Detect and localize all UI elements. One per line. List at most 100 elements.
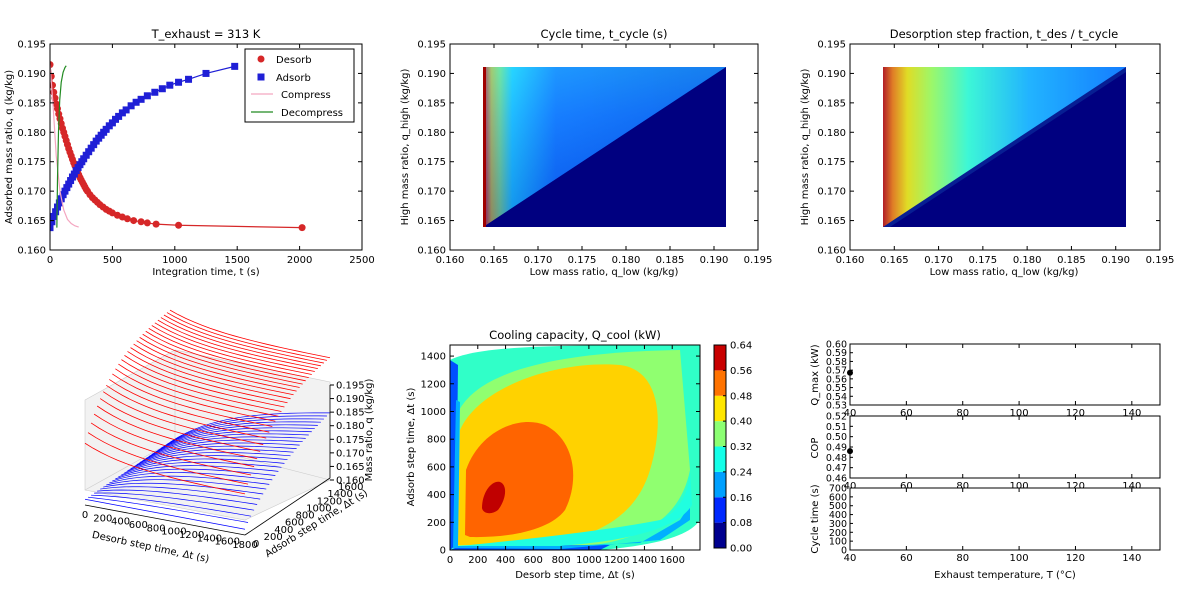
surface-desorb-line xyxy=(142,333,303,385)
panel5-ytick-label: 1000 xyxy=(421,407,446,418)
panel3-ytick-label: 0.180 xyxy=(817,128,846,139)
adsorb-point xyxy=(52,208,60,216)
panel6-ytick-label: 0 xyxy=(841,546,847,557)
series-adsorb-line xyxy=(50,65,235,228)
colorbar-band xyxy=(714,421,726,447)
panel1-xtick-label: 2500 xyxy=(349,255,374,266)
panel6-ytick-label: 700 xyxy=(829,484,847,495)
panel1-title: T_exhaust = 313 K xyxy=(151,27,261,41)
panel6-ytick-label: 500 xyxy=(829,501,847,512)
panel2-ytick-label: 0.190 xyxy=(417,69,446,80)
legend-compress-label: Compress xyxy=(281,90,331,101)
panel6-ytick-label: 0.53 xyxy=(826,401,847,412)
colorbar-tick-label: 0.56 xyxy=(730,366,752,377)
panel4-zlabel: Mass ratio, q (kg/kg) xyxy=(364,379,375,482)
panel6-ytick-label: 400 xyxy=(829,510,847,521)
colorbar-tick-label: 0.32 xyxy=(730,442,752,453)
panel4-ytick-label: 1000 xyxy=(306,503,331,514)
surface-adsorb-line xyxy=(145,436,306,459)
adsorb-point xyxy=(202,69,210,77)
panel6-xtick-label: 120 xyxy=(1066,408,1085,419)
panel6-ytick-label: 0.54 xyxy=(826,392,847,403)
panel1-ytick-label: 0.170 xyxy=(17,187,46,198)
panel2-xtick-label: 0.185 xyxy=(656,255,685,266)
surface-desorb-line xyxy=(118,363,279,417)
panel1-ticks: 0 500 1000 1500 2000 2500 0.160 0.165 0.170 0.175… xyxy=(17,40,374,267)
series-compress-line xyxy=(50,64,79,228)
surface-adsorb-line xyxy=(121,461,282,476)
panel6-data-point xyxy=(847,369,853,376)
panel-time-history: T_exhaust = 313 K 0 500 1000 1500 2000 2500 0.… xyxy=(4,27,375,278)
panel5-ytick-label: 600 xyxy=(427,462,446,473)
adsorb-point xyxy=(55,199,63,207)
panel6-ytick-label: 0.55 xyxy=(826,383,847,394)
panel2-xtick-label: 0.170 xyxy=(524,255,553,266)
panel6-ytick-label: 0.49 xyxy=(826,443,847,454)
panel4-xtick-label: 1800 xyxy=(232,540,257,551)
panel6-ytick-label: 0.60 xyxy=(826,340,847,351)
desorb-point xyxy=(152,220,160,228)
colorbar-band xyxy=(714,370,726,396)
colorbar-band xyxy=(714,446,726,472)
panel5-ytick-label: 0 xyxy=(440,546,446,557)
adsorb-point xyxy=(185,75,193,83)
panel1-ytick-label: 0.160 xyxy=(17,246,46,257)
panel6-ytick-label: 0.56 xyxy=(826,374,847,385)
panel5-xtick-label: 400 xyxy=(496,555,515,566)
surface-adsorb-line xyxy=(157,424,318,451)
panel3-xlabel: Low mass ratio, q_low (kg/kg) xyxy=(930,267,1079,278)
colorbar-tick-label: 0.08 xyxy=(730,518,752,529)
desorb-point xyxy=(175,221,183,229)
surface-desorb-line xyxy=(90,422,252,476)
panel6-xtick-label: 100 xyxy=(1010,481,1029,492)
panel6-xtick-label: 100 xyxy=(1010,408,1029,419)
surface-desorb-line xyxy=(93,413,255,467)
panel3-xtick-label: 0.170 xyxy=(924,255,953,266)
desorb-point xyxy=(130,217,138,225)
panel3-ytick-label: 0.190 xyxy=(817,69,846,80)
panel4-xtick-label: 1200 xyxy=(179,530,204,541)
panel2-ylabel: High mass ratio, q_high (kg/kg) xyxy=(400,68,411,225)
adsorb-point xyxy=(127,102,135,110)
panel-cooling-capacity: Cooling capacity, Q_cool (kW) 0 200 400 600… xyxy=(406,328,752,581)
surface-desorb-line xyxy=(112,373,273,427)
surface-adsorb-line xyxy=(163,418,324,447)
panel6-xtick-label: 120 xyxy=(1066,553,1085,564)
adsorb-point xyxy=(59,191,67,199)
surface-desorb-line xyxy=(145,330,306,382)
surface-desorb-line xyxy=(166,312,328,361)
panel3-ticks: 0.160 0.165 0.170 0.175 0.180 0.185 0.190 0.195… xyxy=(817,40,1174,267)
panel6-xtick-label: 100 xyxy=(1010,553,1029,564)
panel5-xtick-label: 600 xyxy=(524,555,543,566)
panel6-xtick-label: 40 xyxy=(844,408,857,419)
panel6-ytick-label: 300 xyxy=(829,519,847,530)
panel5-ytick-label: 200 xyxy=(427,518,446,529)
surface-desorb-line xyxy=(163,314,325,364)
panel2-xtick-label: 0.180 xyxy=(612,255,641,266)
adsorb-point xyxy=(82,151,90,159)
panel3-xtick-label: 0.175 xyxy=(969,255,998,266)
panel5-colorbar: 0.00 0.08 0.16 0.24 0.32 0.40 0.48 0.56 0.64 xyxy=(713,341,752,555)
panel1-legend: Desorb Adsorb Compress Decompress xyxy=(244,48,355,123)
panel1-xtick-label: 500 xyxy=(103,255,122,266)
surface-desorb-line xyxy=(157,319,318,370)
panel5-frame xyxy=(449,344,701,551)
surface-desorb-line xyxy=(84,442,246,495)
panel3-xtick-label: 0.160 xyxy=(836,255,865,266)
panel1-ytick-label: 0.175 xyxy=(17,157,46,168)
adsorb-point xyxy=(102,125,110,133)
panel3-ylabel: High mass ratio, q_high (kg/kg) xyxy=(800,68,811,225)
panel4-xtick-label: 600 xyxy=(129,520,148,531)
panel6-xtick-label: 40 xyxy=(844,553,857,564)
panel4-xtick-label: 1000 xyxy=(161,527,186,538)
legend-desorb-marker xyxy=(257,55,265,63)
panel2-xtick-label: 0.190 xyxy=(700,255,729,266)
panel3-xtick-label: 0.185 xyxy=(1057,255,1086,266)
surface-adsorb-line xyxy=(97,489,258,505)
panel5-xtick-label: 800 xyxy=(552,555,571,566)
adsorb-point xyxy=(70,170,78,178)
surface-desorb-line xyxy=(154,322,315,372)
panel3-frame xyxy=(849,43,1161,251)
